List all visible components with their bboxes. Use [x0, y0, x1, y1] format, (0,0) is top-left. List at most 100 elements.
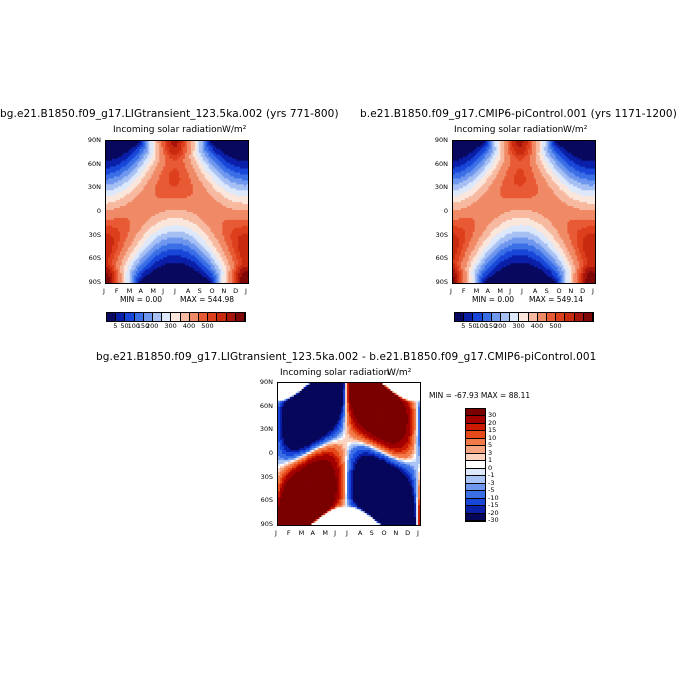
- panel1-cell: [165, 261, 168, 264]
- panel1-cell: [145, 219, 148, 223]
- panel1-cell: [236, 148, 239, 152]
- panel1-cell: [218, 204, 221, 207]
- panel1-cell: [184, 271, 188, 274]
- panel1-cell: [125, 168, 129, 171]
- panel1-cell: [127, 164, 131, 168]
- panel1-cell: [214, 166, 217, 170]
- panel1-cell: [167, 188, 170, 191]
- panel1-cell: [206, 182, 209, 185]
- panel1-cell: [119, 168, 123, 171]
- panel1-cell: [125, 233, 129, 237]
- panel1-cell: [173, 212, 176, 215]
- panel1-cell: [208, 263, 211, 266]
- panel1-cell: [202, 152, 206, 156]
- panel1-cell: [210, 208, 213, 211]
- panel1-cell: [115, 186, 119, 189]
- panel1-cell: [240, 198, 243, 201]
- panel1-cell: [113, 212, 117, 215]
- panel1-cell: [198, 271, 202, 274]
- panel1-cell: [196, 178, 200, 181]
- panel1-cell: [228, 215, 231, 219]
- panel1-cell: [159, 227, 162, 231]
- panel1-cell: [133, 142, 136, 146]
- panel1-cell: [129, 277, 133, 280]
- panel1-cell: [222, 265, 225, 268]
- panel1-cell: [226, 271, 229, 274]
- panel1-cell: [194, 265, 198, 268]
- panel1-cell: [210, 217, 213, 221]
- panel1-cell: [127, 263, 131, 266]
- panel1-cell: [220, 247, 223, 250]
- panel1-cell: [141, 194, 144, 197]
- panel1-cell: [222, 243, 225, 246]
- panel1-cell: [200, 172, 204, 175]
- panel1-cell: [133, 150, 136, 154]
- panel1-cell: [147, 273, 150, 276]
- panel1-cell: [190, 150, 194, 154]
- panel1-cell: [123, 223, 127, 227]
- panel1-cell: [198, 208, 202, 211]
- panel1-cell: [216, 144, 219, 148]
- panel1-cell: [131, 243, 135, 246]
- panel1-cell: [194, 213, 198, 217]
- panel1-cell: [204, 200, 207, 203]
- panel1-cell: [232, 194, 235, 197]
- panel1-cell: [184, 251, 188, 254]
- panel1-cell: [106, 206, 109, 209]
- panel1-cell: [159, 253, 162, 256]
- panel1-cell: [123, 275, 127, 278]
- panel1-cell: [137, 172, 140, 175]
- panel1-cell: [242, 172, 245, 175]
- panel1-cell: [200, 215, 204, 219]
- panel1-cell: [163, 168, 166, 171]
- panel1-cell: [186, 237, 190, 241]
- panel1-cell: [137, 255, 140, 258]
- panel1-cell: [106, 174, 109, 177]
- panel1-cell: [198, 156, 202, 160]
- panel1-cell: [113, 247, 117, 250]
- panel1-cell: [129, 243, 133, 246]
- panel1-cell: [107, 198, 111, 201]
- panel1-cell: [204, 225, 207, 229]
- panel1-cell: [127, 180, 131, 183]
- panel1-cell: [129, 192, 133, 195]
- panel1-cell: [113, 277, 117, 280]
- panel1-cell: [216, 229, 219, 233]
- panel1-cell: [216, 247, 219, 250]
- panel1-cell: [141, 200, 144, 203]
- panel1-cell: [192, 267, 196, 270]
- panel1-cell: [180, 180, 184, 183]
- panel1-cell: [147, 253, 150, 256]
- panel1-cell: [236, 160, 239, 164]
- panel1-cell: [141, 235, 144, 239]
- panel1-cell: [119, 215, 123, 219]
- panel1-cell: [238, 239, 241, 242]
- panel1-cell: [182, 217, 186, 221]
- panel1-cell: [200, 186, 204, 189]
- panel1-cell: [155, 261, 158, 264]
- panel1-cell: [165, 144, 168, 148]
- panel1-cell: [228, 142, 231, 146]
- panel1-cell: [226, 227, 229, 231]
- panel1-cell: [194, 194, 198, 197]
- panel1-cell: [240, 188, 243, 191]
- panel1-cell: [192, 210, 196, 213]
- panel1-cell: [161, 235, 164, 239]
- panel1-cell: [123, 168, 127, 171]
- panel1-cell: [165, 225, 168, 229]
- panel1-cell: [167, 184, 170, 187]
- panel1-cell: [236, 168, 239, 171]
- panel1-cell: [186, 160, 190, 164]
- panel1-cell: [226, 192, 229, 195]
- panel1-cell: [135, 180, 138, 183]
- panel1-cell: [212, 247, 215, 250]
- panel1-cell: [175, 239, 178, 242]
- panel1-cell: [206, 160, 209, 164]
- panel1-cell: [141, 174, 144, 177]
- panel1-cell: [210, 194, 213, 197]
- panel1-cell: [194, 241, 198, 244]
- panel1-cell: [163, 261, 166, 264]
- panel1-cell: [175, 144, 178, 148]
- panel1-cell: [173, 210, 176, 213]
- panel1-cell: [145, 221, 148, 225]
